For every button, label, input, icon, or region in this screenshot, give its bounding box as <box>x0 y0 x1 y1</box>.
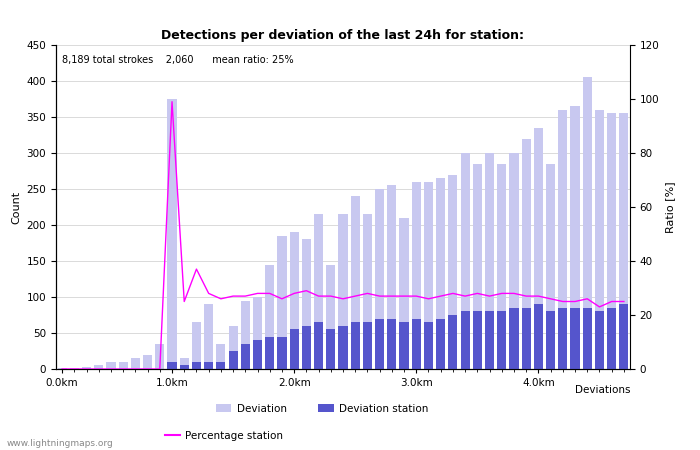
Bar <box>70 368 79 369</box>
Bar <box>436 178 445 369</box>
Bar <box>155 344 164 369</box>
Bar <box>595 311 604 369</box>
Bar <box>412 319 421 369</box>
Bar <box>510 308 519 369</box>
Bar <box>277 337 286 369</box>
Bar <box>118 362 127 369</box>
Bar <box>424 182 433 369</box>
Bar <box>461 311 470 369</box>
Bar <box>497 311 506 369</box>
Bar <box>546 311 555 369</box>
Bar <box>485 311 494 369</box>
Bar <box>570 308 580 369</box>
Bar <box>290 232 299 369</box>
Bar <box>82 367 91 369</box>
Bar <box>607 113 616 369</box>
Text: 8,189 total strokes    2,060      mean ratio: 25%: 8,189 total strokes 2,060 mean ratio: 25… <box>62 55 293 65</box>
Bar <box>180 365 189 369</box>
Bar <box>351 196 360 369</box>
Bar <box>228 326 238 369</box>
Bar <box>448 315 458 369</box>
Bar <box>582 77 592 369</box>
Bar <box>106 362 116 369</box>
Bar <box>94 365 104 369</box>
Bar <box>570 106 580 369</box>
Bar <box>228 351 238 369</box>
Bar <box>167 362 176 369</box>
Bar <box>412 182 421 369</box>
Bar <box>558 110 568 369</box>
Bar <box>620 113 629 369</box>
Bar <box>338 214 348 369</box>
Bar <box>277 236 286 369</box>
Bar <box>400 218 409 369</box>
Y-axis label: Count: Count <box>11 190 21 224</box>
Bar <box>582 308 592 369</box>
Bar <box>338 326 348 369</box>
Bar <box>387 319 396 369</box>
Legend: Percentage station: Percentage station <box>160 427 288 445</box>
Text: www.lightningmaps.org: www.lightningmaps.org <box>7 439 113 448</box>
Bar <box>302 326 311 369</box>
Bar <box>265 337 274 369</box>
Bar <box>558 308 568 369</box>
Bar <box>534 304 543 369</box>
Bar <box>595 110 604 369</box>
Bar <box>216 344 225 369</box>
Bar <box>461 153 470 369</box>
Legend: Deviation, Deviation station: Deviation, Deviation station <box>211 400 433 418</box>
Bar <box>314 214 323 369</box>
Bar <box>216 362 225 369</box>
Bar <box>180 358 189 369</box>
Bar <box>351 322 360 369</box>
Bar <box>607 308 616 369</box>
Bar <box>497 164 506 369</box>
Bar <box>192 322 201 369</box>
Title: Detections per deviation of the last 24h for station:: Detections per deviation of the last 24h… <box>162 29 524 42</box>
Bar <box>57 368 66 369</box>
Text: Deviations: Deviations <box>575 385 630 395</box>
Bar <box>204 362 214 369</box>
Bar <box>192 362 201 369</box>
Bar <box>620 304 629 369</box>
Bar <box>375 189 384 369</box>
Bar <box>290 329 299 369</box>
Bar <box>546 164 555 369</box>
Bar <box>424 322 433 369</box>
Bar <box>241 301 250 369</box>
Bar <box>522 139 531 369</box>
Bar <box>387 185 396 369</box>
Bar <box>436 319 445 369</box>
Bar <box>363 322 372 369</box>
Bar <box>204 304 214 369</box>
Bar <box>326 265 335 369</box>
Bar <box>363 214 372 369</box>
Bar <box>473 164 482 369</box>
Bar <box>253 340 262 369</box>
Bar <box>253 297 262 369</box>
Bar <box>302 239 311 369</box>
Bar <box>265 265 274 369</box>
Bar <box>314 322 323 369</box>
Bar <box>131 358 140 369</box>
Bar <box>473 311 482 369</box>
Bar <box>167 99 176 369</box>
Bar <box>510 153 519 369</box>
Bar <box>143 355 152 369</box>
Y-axis label: Ratio [%]: Ratio [%] <box>665 181 675 233</box>
Bar <box>241 344 250 369</box>
Bar <box>326 329 335 369</box>
Bar <box>522 308 531 369</box>
Bar <box>400 322 409 369</box>
Bar <box>485 153 494 369</box>
Bar <box>534 128 543 369</box>
Bar <box>375 319 384 369</box>
Bar <box>448 175 458 369</box>
